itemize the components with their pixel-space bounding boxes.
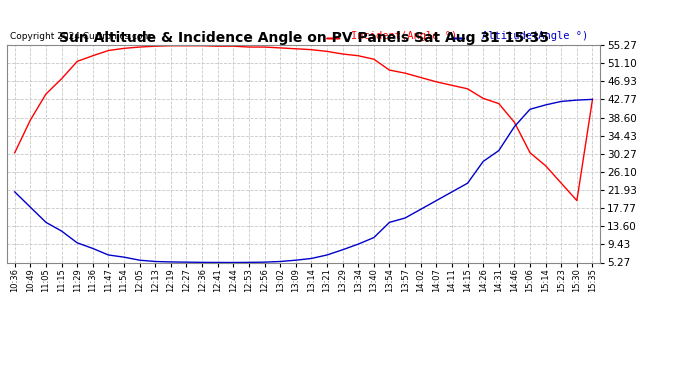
Text: Altitude(Angle °): Altitude(Angle °) [482, 31, 588, 40]
Text: Copyright 2024 Curtronics.com: Copyright 2024 Curtronics.com [10, 32, 151, 40]
Title: Sun Altitude & Incidence Angle on PV Panels Sat Aug 31 15:35: Sun Altitude & Incidence Angle on PV Pan… [59, 31, 549, 45]
Text: Incident(Angle °): Incident(Angle °) [351, 31, 457, 40]
